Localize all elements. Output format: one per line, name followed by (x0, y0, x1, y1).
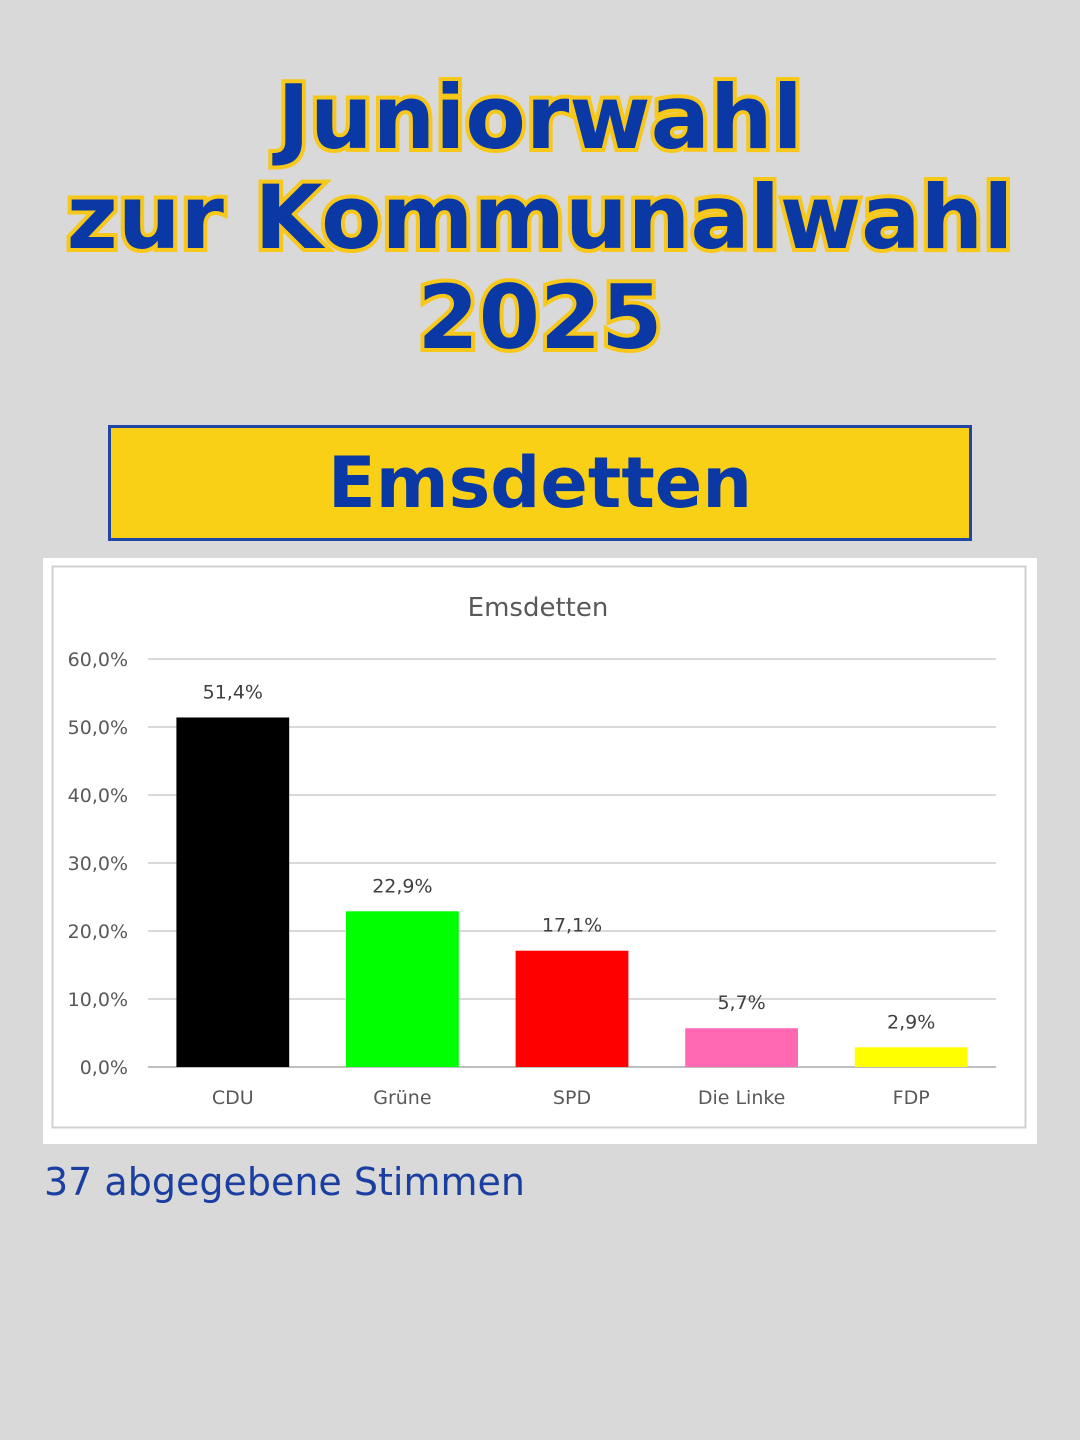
town-banner: Emsdetten (108, 425, 972, 541)
x-category-label: Grüne (373, 1087, 431, 1109)
y-tick-label: 10,0% (68, 989, 128, 1011)
x-category-label: FDP (893, 1087, 930, 1109)
y-tick-label: 60,0% (68, 649, 128, 671)
y-tick-label: 0,0% (80, 1057, 128, 1079)
bar-cdu (176, 717, 290, 1067)
data-label: 2,9% (887, 1011, 935, 1033)
votes-count: 37 abgegebene Stimmen (44, 1160, 525, 1204)
bar-fdp (854, 1047, 968, 1067)
town-name: Emsdetten (327, 442, 753, 524)
data-label: 17,1% (542, 915, 602, 937)
headline: Juniorwahl zur Kommunalwahl 2025 (0, 64, 1080, 372)
data-label: 51,4% (203, 681, 263, 703)
headline-line-2: zur Kommunalwahl (63, 164, 1018, 272)
bar-spd (515, 950, 629, 1067)
y-tick-label: 20,0% (68, 921, 128, 943)
bar-die-linke (685, 1028, 798, 1067)
chart-title: Emsdetten (468, 593, 609, 623)
bar-gr-ne (346, 911, 459, 1067)
x-category-label: Die Linke (698, 1087, 786, 1109)
x-category-label: CDU (212, 1087, 254, 1109)
y-tick-label: 40,0% (68, 785, 128, 807)
bar-chart: Emsdetten 0,0% 10,0% 20,0% 30,0% 40,0% 50,0% 6… (51, 565, 1027, 1129)
y-tick-label: 30,0% (68, 853, 128, 875)
chart-card: Emsdetten 0,0% 10,0% 20,0% 30,0% 40,0% 50,0% 6… (43, 558, 1037, 1144)
headline-line-1: Juniorwahl (273, 64, 807, 172)
x-category-label: SPD (553, 1087, 591, 1109)
y-tick-label: 50,0% (68, 717, 128, 739)
chart-frame (51, 565, 1027, 1129)
headline-line-3: 2025 (414, 264, 667, 372)
data-label: 5,7% (717, 992, 765, 1014)
data-label: 22,9% (372, 875, 432, 897)
